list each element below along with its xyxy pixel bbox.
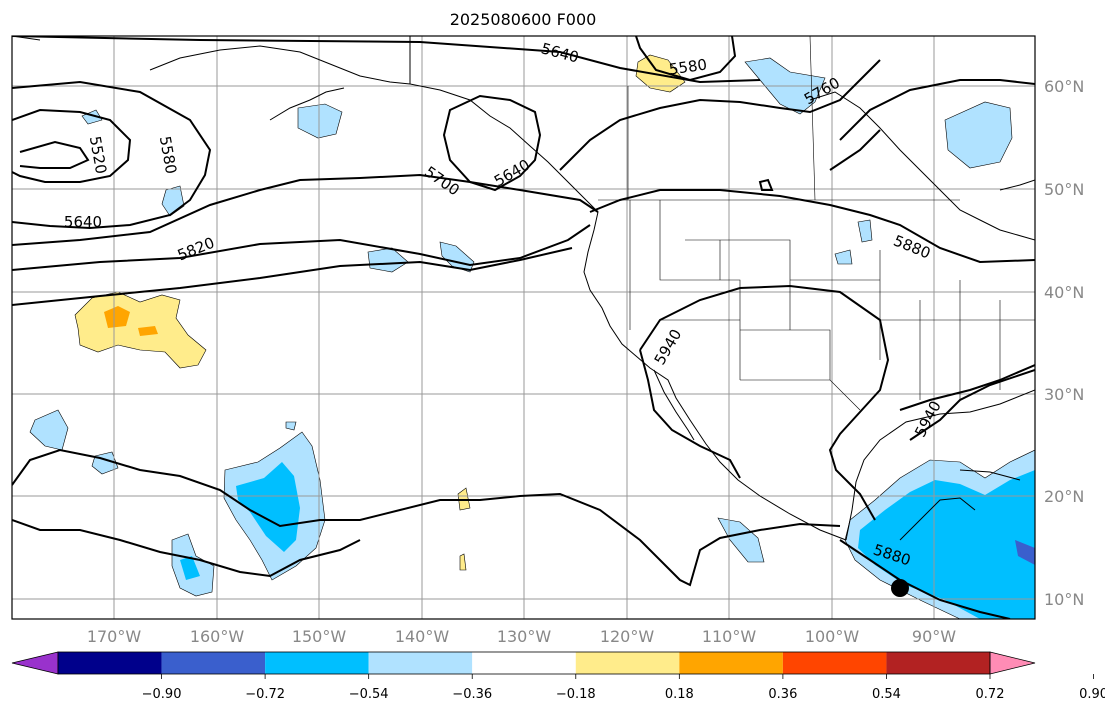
- colorbar-tick-label: 0.18: [665, 687, 694, 702]
- contour-label: 5640: [64, 213, 102, 231]
- latitude-labels: 60°N 50°N 40°N 30°N 20°N 10°N: [1044, 77, 1084, 609]
- map-frame: [11, 35, 1036, 620]
- colorbar-extend-max: [989, 651, 1036, 675]
- lon-tick-label: 170°W: [87, 627, 142, 646]
- lat-tick-label: 30°N: [1044, 385, 1084, 404]
- colorbar-segment: [161, 652, 266, 674]
- political-borders: [598, 36, 1035, 411]
- colorbar-segment: [886, 652, 990, 674]
- height-contours: [12, 36, 1035, 619]
- lon-tick-label: 160°W: [190, 627, 245, 646]
- contour-label: 5640: [539, 39, 581, 66]
- map-title: 2025080600 F000: [449, 10, 597, 29]
- contour-label: 5880: [891, 232, 933, 263]
- contour-label: 5580: [156, 135, 180, 176]
- colorbar-tick-label: −0.18: [556, 687, 596, 702]
- contour-label: 5940: [651, 326, 686, 368]
- colorbar-segment: [782, 652, 887, 674]
- lon-tick-label: 100°W: [805, 627, 860, 646]
- coastline: [12, 36, 1035, 541]
- colorbar-segment: [575, 652, 680, 674]
- colorbar-segment: [265, 652, 369, 674]
- lon-tick-label: 110°W: [702, 627, 757, 646]
- colorbar: −0.90 −0.72 −0.54 −0.36 −0.18 0.18 0.36 0.54 0.7…: [11, 651, 1105, 702]
- colorbar-tick-label: −0.90: [142, 687, 182, 702]
- lon-tick-label: 120°W: [600, 627, 655, 646]
- lon-tick-label: 150°W: [292, 627, 347, 646]
- lon-tick-label: 90°W: [912, 627, 956, 646]
- colorbar-tick-label: 0.72: [976, 687, 1005, 702]
- colorbar-tick-label: −0.72: [245, 687, 285, 702]
- contour-label: 5520: [86, 135, 110, 176]
- colorbar-tick-label: −0.54: [349, 687, 389, 702]
- colorbar-tick-label: 0.54: [872, 687, 901, 702]
- graticule: [12, 36, 1035, 619]
- lat-tick-label: 40°N: [1044, 283, 1084, 302]
- storm-center-marker: [891, 579, 909, 597]
- colorbar-segment: [472, 652, 576, 674]
- colorbar-tick-label: 0.36: [768, 687, 797, 702]
- contour-label: 5580: [668, 55, 708, 78]
- lat-tick-label: 20°N: [1044, 487, 1084, 506]
- colorbar-tick-label: 0.90: [1079, 687, 1105, 702]
- contour-label: 5640: [491, 156, 533, 191]
- longitude-labels: 170°W 160°W 150°W 140°W 130°W 120°W 110°W 100°W…: [87, 627, 956, 646]
- lat-tick-label: 50°N: [1044, 180, 1084, 199]
- colorbar-extend-min: [11, 651, 59, 675]
- colorbar-segment: [368, 652, 473, 674]
- colorbar-segment: [679, 652, 783, 674]
- colorbar-segment: [58, 652, 162, 674]
- lon-tick-label: 130°W: [497, 627, 552, 646]
- lat-tick-label: 10°N: [1044, 590, 1084, 609]
- colorbar-tick-label: −0.36: [452, 687, 492, 702]
- lat-tick-label: 60°N: [1044, 77, 1084, 96]
- contour-label: 5820: [175, 234, 217, 265]
- lon-tick-label: 140°W: [395, 627, 450, 646]
